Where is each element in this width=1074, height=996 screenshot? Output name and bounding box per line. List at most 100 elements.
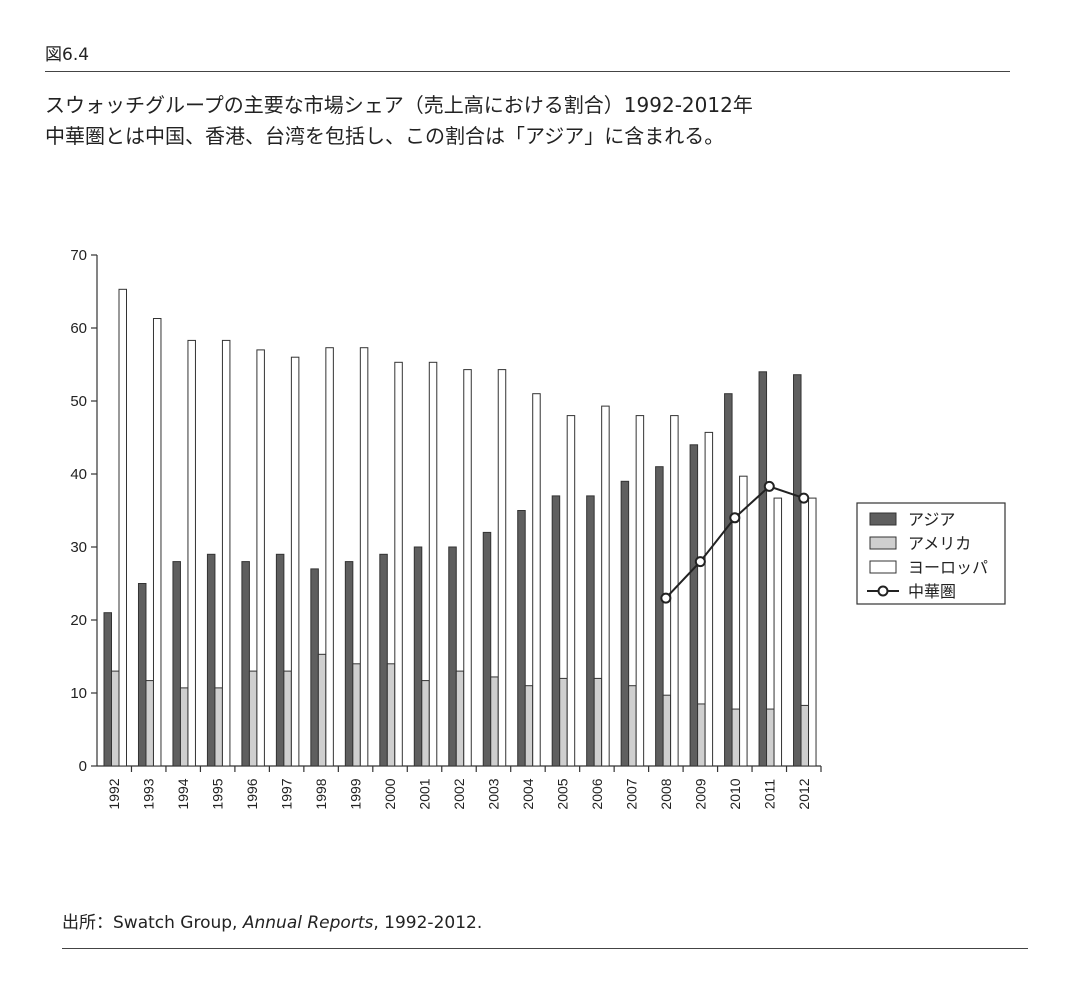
bar-ヨーロッパ-2012 <box>808 497 817 767</box>
bar-ヨーロッパ-1997 <box>290 356 300 767</box>
bar-アメリカ-2003 <box>490 676 499 767</box>
bar-アメリカ-1997 <box>283 670 292 767</box>
y-tick-label: 60 <box>70 320 87 337</box>
bar-アメリカ-2002 <box>455 670 465 767</box>
x-tick-label: 2012 <box>796 778 812 809</box>
x-tick-label: 2004 <box>520 778 536 809</box>
bar-アジア-2001 <box>413 546 423 767</box>
bar-ヨーロッパ-2008 <box>670 415 679 767</box>
bar-アメリカ-1992 <box>111 670 120 767</box>
bar-アメリカ-2011 <box>766 708 775 767</box>
legend-label: ヨーロッパ <box>908 558 988 577</box>
source-note: 出所：Swatch Group, Annual Reports, 1992-20… <box>62 908 482 933</box>
bar-ヨーロッパ-1994 <box>187 339 196 767</box>
bar-ヨーロッパ-2011 <box>773 497 783 767</box>
figure-label: 図6.4 <box>45 45 90 65</box>
y-tick-label: 0 <box>79 758 87 775</box>
x-tick-label: 2008 <box>658 778 674 809</box>
bar-アメリカ-2004 <box>524 685 534 767</box>
x-tick-label: 1994 <box>175 778 191 809</box>
bar-アジア-1996 <box>241 561 250 767</box>
legend-label: アジア <box>908 510 955 529</box>
bar-ヨーロッパ-1993 <box>152 318 162 767</box>
legend-swatch-アジア <box>869 512 897 526</box>
source-prefix: 出所：Swatch Group, <box>62 913 243 933</box>
line-series-path <box>665 485 805 599</box>
bar-ヨーロッパ-1998 <box>325 347 334 767</box>
bar-アメリカ-1994 <box>179 687 189 767</box>
x-tick-label: 1997 <box>279 778 295 809</box>
bar-アジア-2007 <box>620 480 630 767</box>
title-line-2: 中華圏とは中国、香港、台湾を包括し、この割合は「アジア」に含まれる。 <box>45 124 725 148</box>
bar-アジア-2009 <box>689 444 699 767</box>
bar-アメリカ-2005 <box>559 677 568 767</box>
figure-title: スウォッチグループの主要な市場シェア（売上高における割合）1992-2012年 … <box>45 90 753 152</box>
bar-ヨーロッパ-2010 <box>739 475 748 767</box>
x-tick-label: 1996 <box>244 778 260 809</box>
x-tick-label: 1999 <box>348 778 364 809</box>
bar-ヨーロッパ-2004 <box>532 393 541 767</box>
bar-ヨーロッパ-2009 <box>704 431 714 767</box>
bar-アジア-2005 <box>551 495 561 767</box>
title-line-1: スウォッチグループの主要な市場シェア（売上高における割合）1992-2012年 <box>45 93 753 117</box>
legend-swatch-アメリカ <box>869 536 897 550</box>
bar-ヨーロッパ-1992 <box>118 288 127 767</box>
y-tick-label: 30 <box>70 539 87 556</box>
bar-アメリカ-1995 <box>214 687 223 767</box>
bar-ヨーロッパ-1999 <box>359 347 369 767</box>
bar-アジア-1997 <box>275 553 285 767</box>
x-tick-label: 1992 <box>106 778 122 809</box>
bar-アジア-1995 <box>206 553 216 767</box>
bar-アメリカ-2010 <box>731 708 741 767</box>
bar-アジア-2011 <box>758 371 768 767</box>
y-tick-label: 20 <box>70 612 87 629</box>
bar-アジア-2002 <box>448 546 457 767</box>
bar-アメリカ-2007 <box>628 685 637 767</box>
y-tick-label: 70 <box>70 247 87 264</box>
bar-ヨーロッパ-1996 <box>256 349 265 767</box>
top-rule <box>45 71 1010 72</box>
source-italic: Annual Reports <box>242 913 374 933</box>
bar-アジア-2008 <box>655 466 664 767</box>
x-tick-label: 2009 <box>692 778 708 809</box>
bar-ヨーロッパ-1995 <box>221 339 231 767</box>
bar-アジア-1992 <box>103 612 112 767</box>
bar-ヨーロッパ-2002 <box>463 369 472 767</box>
line-series-point <box>798 492 810 504</box>
y-tick-label: 10 <box>70 685 87 702</box>
bar-アジア-2010 <box>724 393 733 767</box>
line-series-point <box>694 556 706 568</box>
bar-アジア-2000 <box>379 553 388 767</box>
legend-line-marker <box>877 585 889 597</box>
bar-アメリカ-1998 <box>317 653 327 767</box>
legend-label: アメリカ <box>908 534 971 553</box>
line-series-point <box>729 512 741 524</box>
bar-アメリカ-1993 <box>145 680 154 767</box>
bar-ヨーロッパ-2000 <box>394 361 403 767</box>
bar-アジア-2006 <box>586 495 595 767</box>
bar-アメリカ-1996 <box>248 670 258 767</box>
x-tick-label: 2000 <box>382 778 398 809</box>
bar-アジア-1994 <box>172 561 181 767</box>
x-tick-label: 1998 <box>313 778 329 809</box>
x-tick-label: 2007 <box>623 778 639 809</box>
bar-ヨーロッパ-2001 <box>428 361 438 767</box>
bar-ヨーロッパ-2005 <box>566 415 576 767</box>
x-tick-label: 2010 <box>727 778 743 809</box>
bar-ヨーロッパ-2003 <box>497 369 507 767</box>
line-series-point <box>763 480 775 492</box>
bar-アジア-1993 <box>137 583 147 767</box>
bar-アメリカ-2000 <box>386 663 396 767</box>
bar-アメリカ-2006 <box>593 677 603 767</box>
bar-アメリカ-2008 <box>662 694 672 767</box>
x-tick-label: 2002 <box>451 778 467 809</box>
bar-アメリカ-1999 <box>352 663 361 767</box>
bar-アジア-2012 <box>793 374 802 767</box>
x-tick-label: 2006 <box>589 778 605 809</box>
x-tick-label: 2003 <box>485 778 501 809</box>
bottom-rule <box>62 948 1028 949</box>
y-tick-label: 50 <box>70 393 87 410</box>
source-suffix: , 1992-2012. <box>373 913 483 933</box>
bar-ヨーロッパ-2007 <box>635 415 645 767</box>
